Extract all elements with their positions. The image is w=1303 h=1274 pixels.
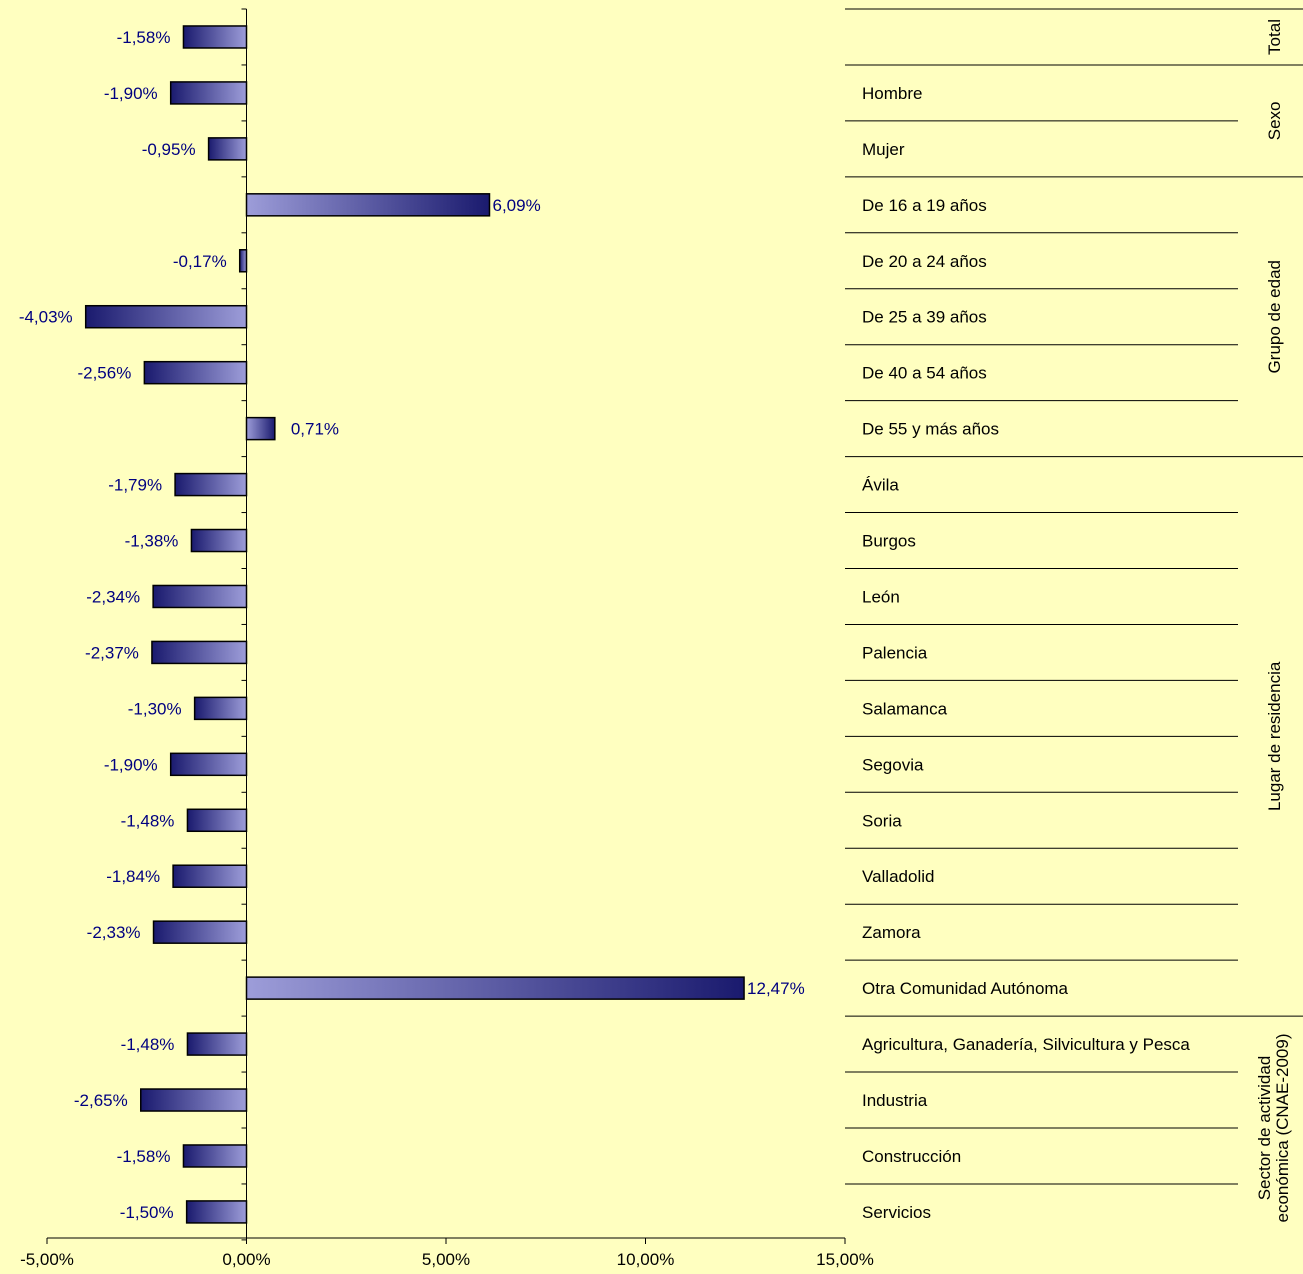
bar [174, 472, 248, 497]
x-tick-label: 5,00% [422, 1250, 470, 1269]
x-tick-label: 10,00% [617, 1250, 675, 1269]
bar [190, 528, 248, 553]
category-label: Valladolid [862, 867, 934, 886]
category-label: De 16 a 19 años [862, 196, 987, 215]
data-label: -1,48% [121, 1035, 175, 1054]
category-label: Ávila [862, 476, 899, 495]
bar [186, 808, 248, 833]
category-label: Otra Comunidad Autónoma [862, 979, 1069, 998]
data-label: -4,03% [19, 308, 73, 327]
group-label: Grupo de edad [1265, 260, 1284, 373]
bar [152, 584, 248, 609]
data-label: -0,95% [142, 140, 196, 159]
category-label: Salamanca [862, 699, 948, 718]
group-label: Lugar de residencia [1265, 661, 1284, 811]
x-tick-label: -5,00% [20, 1250, 74, 1269]
bars-layer: -1,58% -1,90% -0,95% 6,09% -0,17% -4,03% -2,56… [19, 25, 805, 1224]
category-label: De 20 a 24 años [862, 252, 987, 271]
data-label: -2,33% [87, 923, 141, 942]
data-label: -2,56% [77, 364, 131, 383]
group-label: Total [1265, 19, 1284, 55]
data-label: -1,90% [104, 755, 158, 774]
bar [84, 304, 248, 329]
bar [245, 416, 276, 441]
bar [143, 360, 248, 385]
data-label: -1,48% [121, 811, 175, 830]
data-label: -0,17% [173, 252, 227, 271]
data-label: 6,09% [492, 196, 540, 215]
category-label: Servicios [862, 1203, 931, 1222]
bar [182, 1144, 248, 1168]
category-label: De 55 y más años [862, 420, 999, 439]
category-label: León [862, 587, 900, 606]
bar [151, 640, 248, 665]
data-label: 0,71% [291, 420, 339, 439]
category-label: Palencia [862, 643, 928, 662]
data-label: -2,34% [86, 587, 140, 606]
bar [193, 696, 248, 721]
data-label: 12,47% [747, 979, 805, 998]
bar [185, 1200, 248, 1224]
category-label: Soria [862, 811, 902, 830]
category-label: De 25 a 39 años [862, 308, 987, 327]
category-label: Mujer [862, 140, 905, 159]
group-label: Sector de actividadeconómica (CNAE-2009) [1255, 1034, 1292, 1223]
bar [207, 137, 248, 161]
data-label: -1,84% [106, 867, 160, 886]
bar [169, 81, 248, 105]
bar [245, 976, 745, 1000]
category-labels: Hombre Mujer De 16 a 19 años De 20 a 24 año… [845, 8, 1303, 1222]
x-tick-label: 0,00% [222, 1250, 270, 1269]
category-label: Construcción [862, 1147, 961, 1166]
category-label: Agricultura, Ganadería, Silvicultura y P… [862, 1035, 1190, 1054]
bar [182, 25, 248, 49]
category-label: Segovia [862, 755, 924, 774]
group-label: Sexo [1265, 102, 1284, 141]
category-label: Industria [862, 1091, 928, 1110]
category-label: Zamora [862, 923, 921, 942]
data-label: -1,50% [120, 1203, 174, 1222]
bar [169, 752, 248, 777]
category-label: Hombre [862, 84, 922, 103]
x-tick-label: 15,00% [816, 1250, 874, 1269]
bar [238, 249, 248, 273]
category-label: De 40 a 54 años [862, 364, 987, 383]
bar [245, 193, 491, 217]
data-label: -1,79% [108, 476, 162, 495]
data-label: -2,37% [85, 643, 139, 662]
data-label: -1,30% [128, 699, 182, 718]
bar [152, 920, 248, 944]
group-labels: Total Sexo Grupo de edad Lugar de residenci… [1255, 19, 1292, 1222]
data-label: -1,58% [117, 1147, 171, 1166]
data-label: -1,58% [117, 28, 171, 47]
data-label: -2,65% [74, 1091, 128, 1110]
data-label: -1,38% [125, 532, 179, 551]
category-label: Burgos [862, 532, 916, 551]
bar [140, 1088, 248, 1112]
x-axis: -5,00% 0,00% 5,00% 10,00% 15,00% [20, 8, 874, 1269]
bar [186, 1032, 248, 1056]
bar [172, 864, 248, 888]
data-label: -1,90% [104, 84, 158, 103]
